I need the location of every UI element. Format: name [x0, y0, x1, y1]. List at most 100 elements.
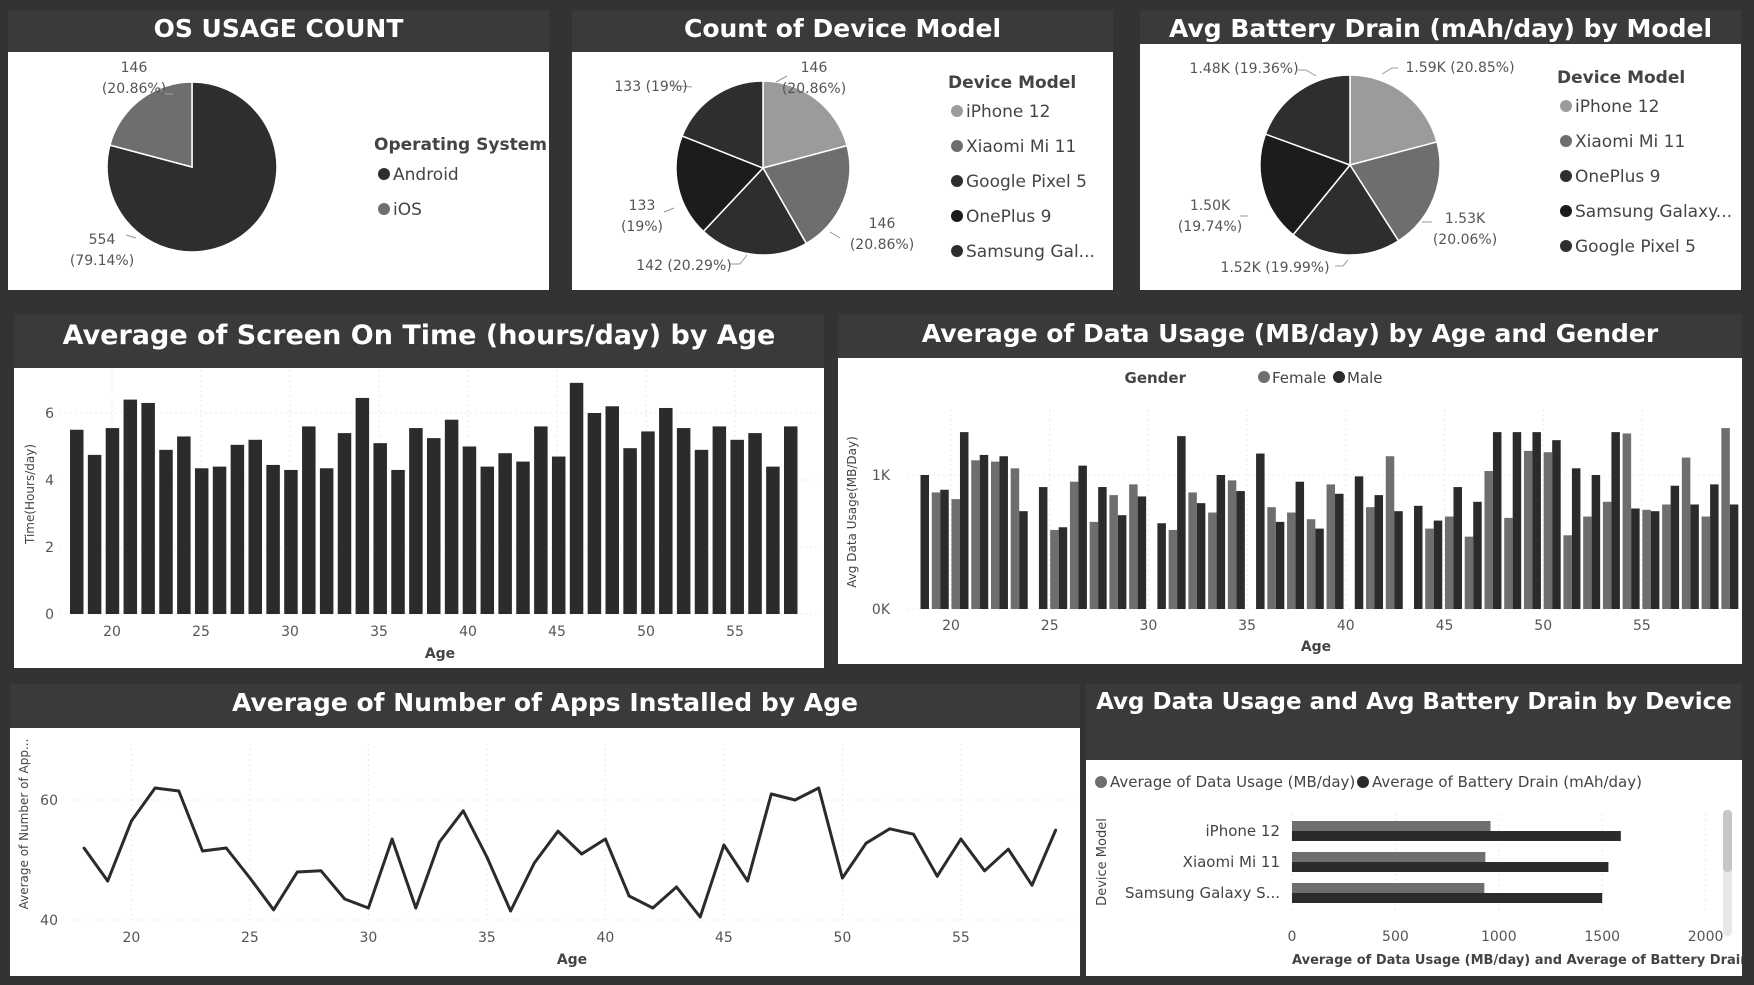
- data-bar-female-age-25: [1050, 529, 1059, 609]
- device-samsung-leader: [670, 85, 693, 88]
- data-bar-female-age-34: [1227, 480, 1237, 609]
- apps-point-age-42: [651, 906, 655, 910]
- data-bar-male-age-37: [1295, 481, 1305, 609]
- battery-legend-4-label: Google Pixel 5: [1575, 237, 1696, 257]
- battery-slice-2: [1292, 163, 1400, 256]
- screen-bar-age-21: [123, 399, 138, 614]
- data-bar-male-age-39: [1335, 493, 1344, 609]
- screen-bar-age-23: [159, 449, 173, 614]
- apps-point-age-29: [343, 897, 347, 901]
- screen-xtick-6: 50: [637, 624, 655, 640]
- battery-drain-chart: 1.59K (20.85%) 1.53K (20.06%) 1.52K (19.99%…: [1178, 60, 1732, 276]
- os-usage-panel: OS USAGE COUNT 146 (20.86%) 554 (79.14%) Ope…: [8, 10, 549, 290]
- screen-bar-age-26: [212, 466, 227, 614]
- device-samsung-label: 133 (19%): [614, 79, 687, 95]
- data-bar-female-age-19: [931, 492, 941, 609]
- apps-ytick-1: 60: [40, 793, 58, 809]
- data-legend-male-marker: [1333, 371, 1345, 383]
- apps-point-age-40: [604, 837, 607, 841]
- data-usage-chart: Gender Female Male 0K 1K 20 25 30 35 40 45 50 55 Age A…: [845, 369, 1739, 655]
- device-legend-4-label: Samsung Gal...: [966, 242, 1095, 262]
- data-legend-female-label: Female: [1272, 369, 1326, 387]
- apps-xtick-7: 55: [952, 930, 970, 946]
- screen-xtick-4: 40: [459, 624, 477, 640]
- screen-bar-age-50: [641, 431, 655, 614]
- apps-point-age-48: [793, 798, 797, 802]
- apps-point-age-34: [461, 809, 465, 813]
- apps-installed-chart: 40 60 20 25 30 35 40 45 50 55 Age Average of Number…: [17, 739, 1076, 968]
- data-bar-female-age-48: [1504, 517, 1513, 609]
- apps-point-age-36: [509, 909, 512, 913]
- apps-point-age-44: [698, 915, 702, 919]
- screen-bar-age-39: [444, 419, 459, 614]
- apps-point-age-54: [935, 874, 939, 878]
- screen-bar-age-18: [70, 429, 84, 614]
- device-xiaomi-label: 146 (20.86%): [850, 216, 914, 253]
- apps-xtick-6: 50: [833, 930, 851, 946]
- data-bar-female-age-58: [1701, 516, 1711, 609]
- devbars-bar-data-1: [1292, 852, 1486, 862]
- data-xtick-2: 30: [1139, 618, 1157, 634]
- battery-drain-panel: Avg Battery Drain (mAh/day) by Model 1.5…: [1140, 10, 1741, 290]
- data-bar-female-age-33: [1208, 512, 1217, 609]
- device-legend-4-marker: [951, 245, 963, 257]
- apps-point-age-49: [817, 786, 821, 790]
- data-bar-male-age-38: [1315, 528, 1324, 609]
- screen-bar-age-28: [248, 439, 262, 614]
- device-pixel-label: 142 (20.29%): [636, 258, 731, 274]
- apps-point-age-39: [580, 852, 584, 856]
- devbars-bar-battery-0: [1292, 831, 1621, 841]
- screen-ytick-1: 2: [45, 540, 54, 556]
- os-legend-ios-marker: [378, 203, 390, 215]
- device-usage-scrollbar-thumb[interactable]: [1723, 810, 1732, 872]
- screen-bar-age-37: [409, 428, 423, 614]
- device-iphone-label: 146 (20.86%): [782, 60, 846, 97]
- devbars-category-1: Xiaomi Mi 11: [1183, 853, 1280, 871]
- device-count-title: Count of Device Model: [572, 10, 1113, 52]
- device-usage-scrollbar[interactable]: [1723, 810, 1732, 936]
- battery-pixel-leader: [1335, 259, 1349, 267]
- screen-bar-age-45: [551, 456, 566, 614]
- battery-xiaomi-label: 1.53K (20.06%): [1433, 211, 1497, 248]
- devbars-legend-battery-label: Average of Battery Drain (mAh/day): [1372, 773, 1642, 791]
- screen-bar-age-31: [302, 426, 316, 614]
- data-xtick-5: 45: [1436, 618, 1454, 634]
- device-oneplus-label: 133 (19%): [621, 198, 663, 235]
- data-bar-female-age-37: [1287, 512, 1296, 609]
- data-bar-male-age-34: [1236, 491, 1245, 609]
- apps-point-age-27: [295, 870, 299, 874]
- apps-point-age-58: [1030, 883, 1034, 887]
- battery-samsung-label: 1.50K (19.74%): [1178, 198, 1242, 235]
- data-bar-male-age-18: [920, 475, 929, 609]
- apps-point-age-24: [224, 846, 228, 850]
- apps-xtick-3: 35: [478, 930, 496, 946]
- data-ylabel: Avg Data Usage(MB/Day): [845, 436, 859, 588]
- apps-point-age-43: [675, 885, 678, 889]
- apps-point-age-32: [414, 906, 418, 910]
- screen-bar-age-55: [730, 439, 744, 614]
- data-bar-female-age-51: [1563, 535, 1572, 609]
- screen-bar-age-49: [623, 448, 637, 614]
- screen-bar-age-24: [177, 436, 191, 614]
- devbars-bar-data-2: [1292, 883, 1485, 893]
- screen-bar-age-40: [462, 446, 477, 614]
- data-bar-male-age-58: [1710, 484, 1719, 609]
- screen-ytick-2: 4: [45, 473, 54, 489]
- battery-oneplus-leader: [1298, 69, 1317, 77]
- screen-bar-age-25: [194, 468, 209, 614]
- screen-bar-age-58: [784, 426, 798, 614]
- apps-point-age-31: [390, 837, 394, 841]
- apps-installed-title: Average of Number of Apps Installed by A…: [10, 684, 1080, 728]
- devbars-category-0: iPhone 12: [1206, 822, 1281, 840]
- data-bar-female-age-36: [1267, 507, 1276, 609]
- os-android-leader: [125, 234, 137, 239]
- screen-ytick-0: 0: [45, 607, 54, 623]
- screen-xtick-2: 30: [281, 624, 299, 640]
- device-iphone-leader: [775, 75, 788, 83]
- apps-point-age-52: [888, 827, 892, 831]
- data-bar-male-age-26: [1078, 465, 1087, 609]
- screen-bar-age-35: [373, 443, 387, 614]
- os-legend-ios-label: iOS: [393, 200, 422, 220]
- screen-bar-age-32: [319, 468, 334, 614]
- data-bar-female-age-26: [1069, 481, 1079, 609]
